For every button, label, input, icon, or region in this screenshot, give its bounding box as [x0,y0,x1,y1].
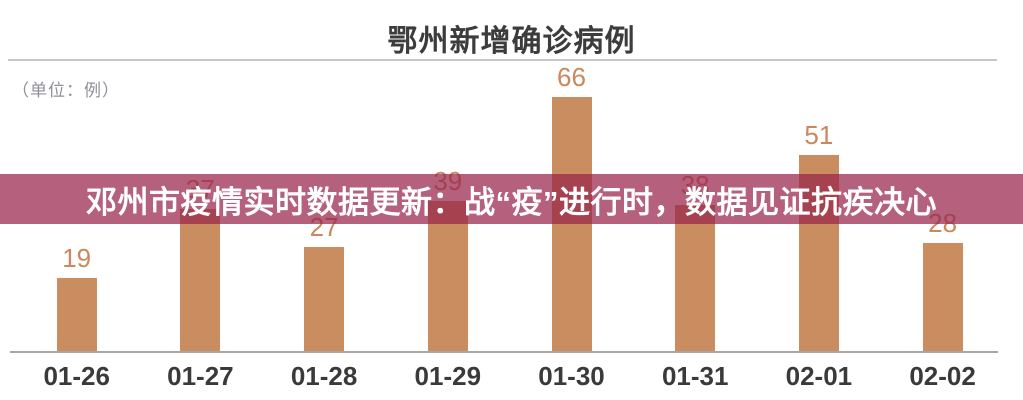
bar-02-02 [922,243,963,351]
x-axis-label: 02-02 [909,361,976,391]
bar-value-label: 51 [804,120,834,150]
bar-01-30 [551,97,592,351]
x-axis-label: 01-26 [43,361,110,391]
x-axis-label: 01-31 [661,361,729,391]
headline-text: 邓州市疫情实时数据更新：战“疫”进行时，数据见证抗疾决心 [86,184,937,220]
x-axis-line [10,351,998,353]
x-axis-label: 01-27 [167,361,234,391]
title-divider-line [8,59,997,61]
bar-01-27 [180,209,221,351]
bar-value-label: 66 [557,62,586,92]
bar-value-label: 19 [62,243,92,273]
x-axis-label: 01-28 [290,361,358,391]
bar-01-31 [675,205,716,351]
headline-banner: 邓州市疫情实时数据更新：战“疫”进行时，数据见证抗疾决心 [0,174,1023,224]
chart-title: 鄂州新增确诊病例 [387,25,636,58]
unit-label: （单位：例） [12,81,120,100]
bar-01-28 [304,247,345,351]
x-axis-label: 01-29 [414,361,482,391]
x-axis-label: 02-01 [785,361,853,391]
bar-01-26 [56,278,97,351]
x-axis-label: 01-30 [538,361,605,391]
bar-01-29 [427,201,468,351]
